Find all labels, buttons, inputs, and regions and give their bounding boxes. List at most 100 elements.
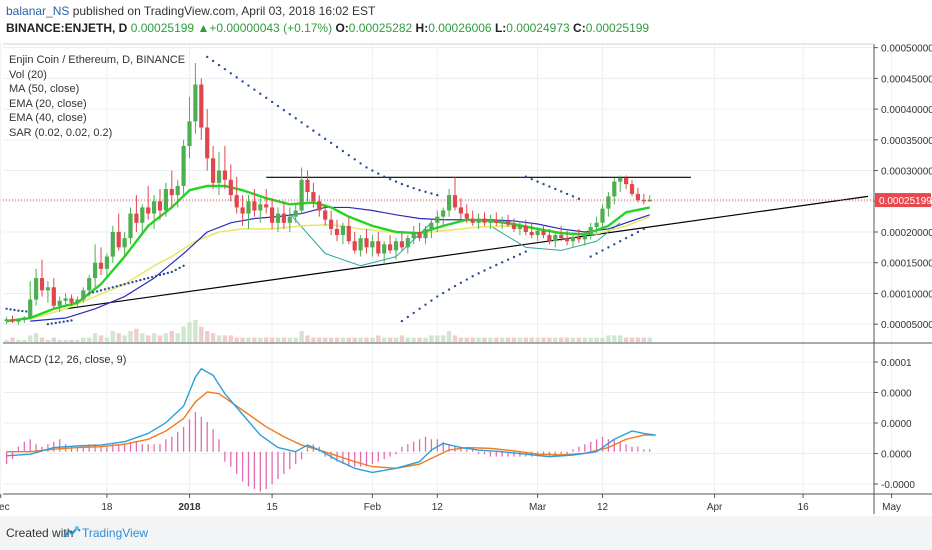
sar-dot — [282, 108, 286, 112]
legend-vol[interactable]: Vol (20) — [9, 68, 47, 81]
candle-body — [629, 184, 635, 194]
sar-dot — [265, 96, 268, 100]
candle-body — [87, 278, 92, 291]
volume-bar — [234, 337, 239, 342]
sar-dot — [436, 193, 439, 197]
sar-dot — [154, 274, 158, 278]
macd-tick-label: 0.0000 — [881, 389, 912, 400]
candle-body — [246, 201, 251, 214]
volume-bar — [63, 339, 68, 342]
sar-dot — [371, 169, 374, 172]
candle-body — [352, 241, 357, 251]
candle-body — [16, 319, 21, 322]
sar-dot — [50, 322, 54, 325]
price-change: +0.00000043 (+0.17%) — [209, 21, 333, 35]
volume-bar — [81, 337, 86, 342]
volume-bar — [476, 337, 481, 342]
tradingview-logo-icon — [63, 526, 81, 538]
sar-dot — [424, 303, 427, 306]
sar-dot — [111, 286, 115, 289]
sar-dot — [412, 186, 415, 190]
volume-bar — [435, 335, 440, 342]
sar-dot — [58, 321, 61, 324]
candle-body — [104, 256, 109, 269]
legend-ema40[interactable]: EMA (40, close) — [9, 112, 87, 125]
candle-body — [93, 262, 98, 279]
candle-body — [258, 204, 263, 211]
candle-body — [305, 179, 310, 193]
candle-body — [612, 181, 617, 197]
volume-bar — [417, 337, 422, 342]
sar-dot — [359, 162, 362, 165]
candle-body — [547, 235, 552, 242]
candle-body — [570, 236, 576, 242]
candle-body — [311, 192, 316, 202]
sar-dot — [131, 280, 134, 284]
candle-body — [4, 319, 9, 322]
volume-bar — [199, 326, 204, 342]
close-value: 0.00025199 — [585, 21, 650, 35]
chart-canvas[interactable]: 0.00050000 0.00045000 0.00040000 0.00035000… — [0, 0, 932, 516]
ohlc-bar: BINANCE:ENJETH, D 0.00025199 ▲+0.0000004… — [6, 21, 649, 35]
candle-body — [635, 193, 640, 201]
footer-bar: Created with TradingView — [0, 516, 932, 550]
legend-ema20[interactable]: EMA (20, close) — [9, 97, 87, 110]
volume-bar — [305, 335, 310, 342]
sar-dot — [135, 279, 138, 283]
volume-bar — [494, 337, 499, 342]
volume-bar — [364, 337, 369, 342]
sar-dot — [495, 263, 498, 267]
legend-title[interactable]: Enjin Coin / Ethereum, D, BINANCE — [9, 54, 186, 66]
volume-bar — [505, 337, 511, 342]
candle-body — [81, 290, 86, 300]
publisher-link[interactable]: balanar_NS — [6, 4, 70, 18]
volume-bar — [281, 337, 287, 342]
volume-bar — [169, 331, 174, 342]
sar-dot — [217, 63, 221, 67]
volume-bar — [4, 339, 9, 342]
close-label: C: — [573, 21, 586, 35]
candle-body — [281, 213, 286, 223]
sar-dot — [300, 121, 303, 124]
sar-dot — [5, 307, 8, 311]
candle-body — [523, 225, 528, 233]
volume-bar — [28, 335, 33, 342]
low-value: 0.00024973 — [506, 21, 570, 35]
volume-bar — [535, 337, 540, 342]
tradingview-link[interactable]: TradingView — [82, 526, 149, 540]
volume-bar — [146, 335, 151, 342]
sar-dot — [524, 175, 527, 178]
volume-bar — [547, 337, 552, 342]
candle-body — [606, 196, 611, 209]
legend-ma50[interactable]: MA (50, close) — [9, 83, 80, 96]
sar-dot — [400, 319, 404, 323]
volume-bar — [629, 337, 635, 342]
candle-body — [275, 213, 281, 223]
candle-body — [116, 232, 121, 248]
sar-dot — [430, 299, 433, 302]
volume-bar — [187, 322, 192, 342]
volume-bar — [222, 335, 228, 342]
sar-dot — [235, 76, 238, 79]
sar-dot — [365, 166, 368, 169]
sar-dot — [636, 230, 640, 234]
macd-legend[interactable]: MACD (12, 26, close, 9) — [9, 354, 127, 366]
sar-dot — [21, 309, 24, 313]
candle-body — [157, 201, 163, 211]
sar-dot — [229, 72, 232, 75]
candle-body — [10, 319, 15, 322]
last-price: 0.00025199 — [130, 21, 195, 35]
volume-bar — [299, 331, 304, 342]
sar-dot — [400, 182, 404, 186]
sar-dot — [430, 192, 433, 195]
candle-body — [464, 213, 469, 219]
volume-bar — [269, 337, 275, 342]
sar-dot — [223, 67, 227, 71]
candle-body — [529, 232, 534, 236]
candle-body — [594, 222, 599, 228]
legend-sar[interactable]: SAR (0.02, 0.02, 0.2) — [9, 126, 113, 139]
volume-bar — [181, 326, 186, 342]
candle-body — [470, 218, 475, 223]
candle-body — [423, 228, 428, 239]
candle-body — [399, 241, 404, 248]
